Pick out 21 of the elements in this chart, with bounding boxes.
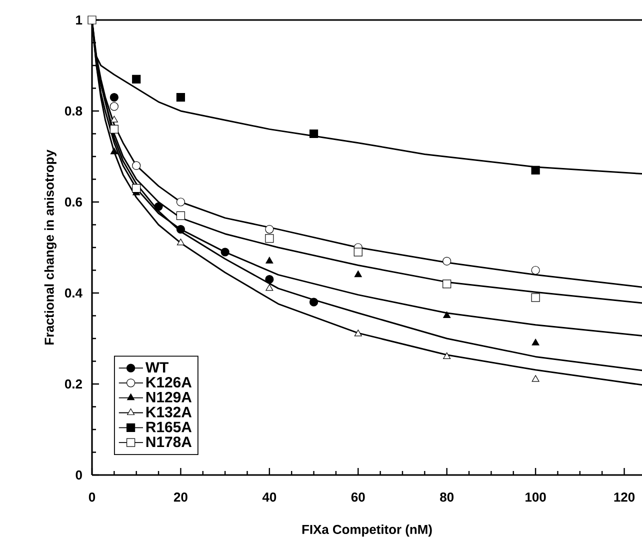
x-tick-label: 120 — [614, 492, 635, 502]
x-tick-label: 0 — [88, 492, 96, 502]
legend-label: N178A — [146, 436, 192, 448]
y-tick-label: 0.6 — [64, 197, 82, 207]
y-tick-label: 0.4 — [64, 288, 82, 298]
y-tick-label: 1 — [76, 16, 82, 24]
legend-label: R165A — [146, 422, 192, 432]
legend-label: WT — [145, 362, 169, 372]
y-axis-title: Fractional change in anisotropy — [44, 150, 56, 345]
x-axis-title: FIXa Competitor (nM) — [302, 524, 432, 537]
x-tick-label: 60 — [351, 492, 365, 502]
x-tick-label: 40 — [262, 492, 276, 502]
y-tick-label: 0.8 — [64, 106, 82, 116]
legend-label: K132A — [146, 406, 192, 418]
x-tick-label: 80 — [440, 492, 454, 502]
x-tick-label: 100 — [526, 492, 546, 502]
x-tick-label: 20 — [174, 492, 188, 502]
legend-label: N129A — [146, 392, 192, 402]
y-tick-label: 0.2 — [64, 379, 82, 389]
y-tick-label: 0 — [76, 470, 82, 480]
legend-label: K126A — [146, 376, 192, 388]
